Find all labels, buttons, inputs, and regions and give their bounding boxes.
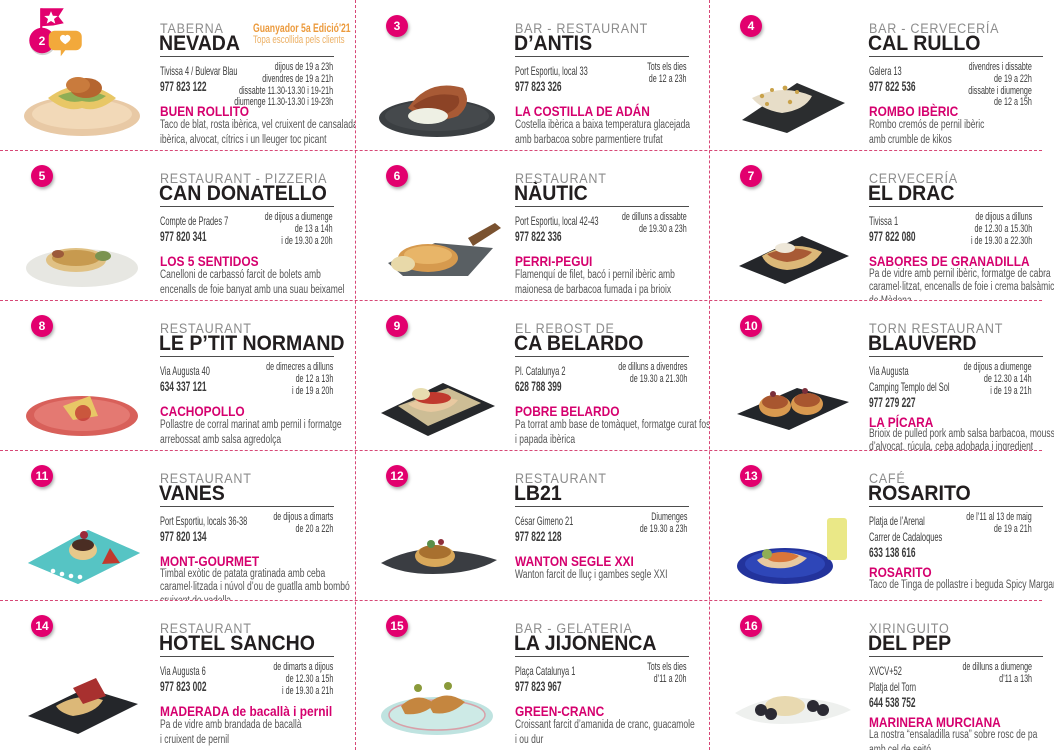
- svg-text:2: 2: [39, 34, 46, 48]
